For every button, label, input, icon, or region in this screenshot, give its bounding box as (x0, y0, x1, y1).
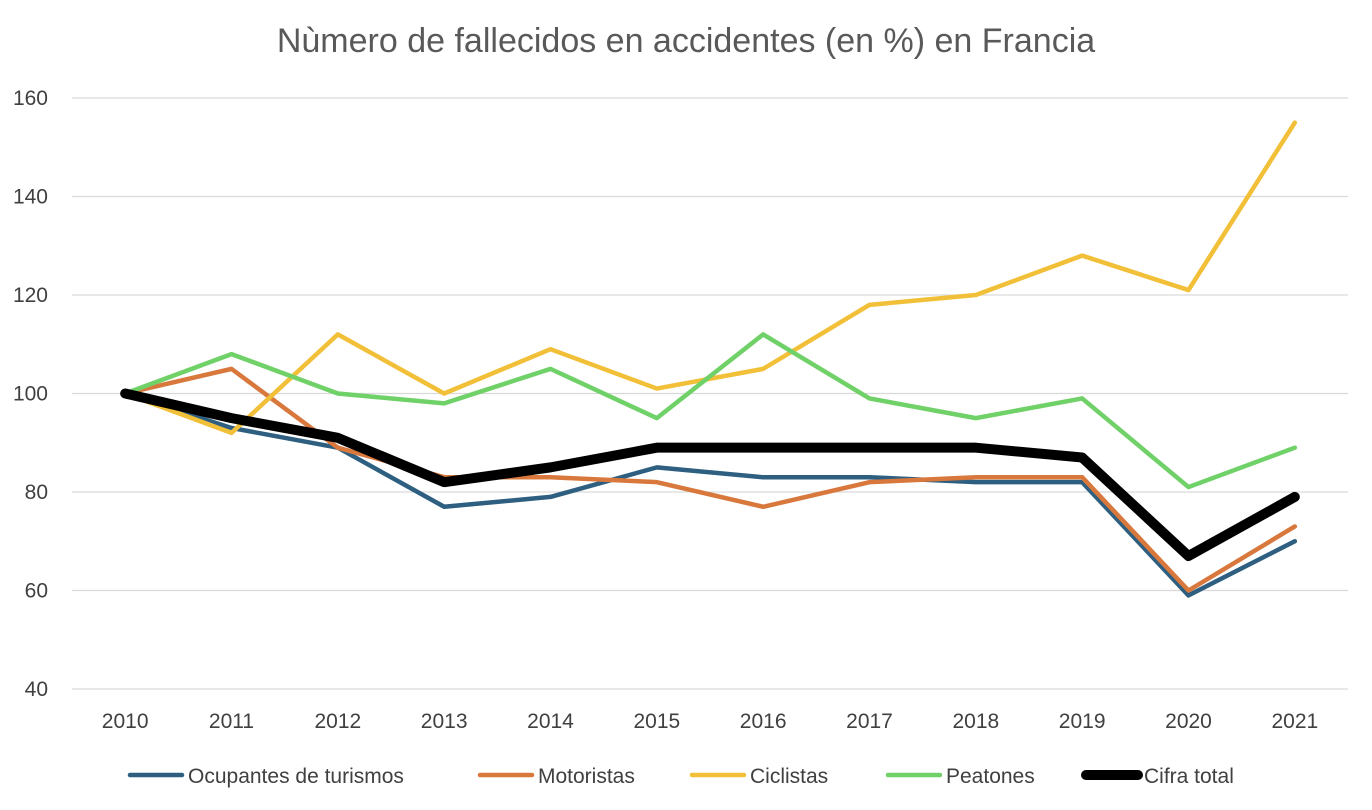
y-tick-label: 140 (13, 186, 48, 209)
x-tick-label: 2010 (102, 710, 149, 733)
y-tick-label: 60 (25, 580, 48, 603)
x-tick-label: 2021 (1271, 710, 1318, 733)
gridlines (72, 97, 1348, 690)
y-tick-label: 40 (25, 678, 48, 701)
x-tick-label: 2018 (952, 710, 999, 733)
legend-item: Peatones (885, 765, 1035, 788)
x-tick-label: 2011 (209, 710, 254, 733)
series-line-cifra-total (120, 388, 1300, 562)
x-tick-label: 2013 (421, 710, 468, 733)
series-lines (120, 120, 1300, 598)
x-tick-label: 2015 (633, 710, 680, 733)
x-tick-label: 2016 (740, 710, 787, 733)
x-tick-label: 2020 (1165, 710, 1212, 733)
legend: Ocupantes de turismos Motoristas Ciclistas… (127, 765, 1234, 788)
legend-item: Ciclistas (689, 765, 828, 788)
y-tick-label: 120 (13, 284, 48, 307)
x-tick-label: 2012 (314, 710, 361, 733)
x-tick-label: 2019 (1059, 710, 1106, 733)
series-line-peatones (122, 332, 1298, 490)
legend-item: Motoristas (477, 765, 635, 788)
series-line-motoristas (122, 366, 1298, 593)
legend-item: Cifra total (1081, 765, 1234, 788)
legend-label: Peatones (946, 765, 1035, 788)
x-tick-label: 2017 (846, 710, 893, 733)
y-tick-label: 100 (13, 383, 48, 406)
legend-label: Motoristas (538, 765, 635, 788)
series-line-ciclistas (122, 120, 1298, 436)
x-tick-label: 2014 (527, 710, 574, 733)
x-axis-tick-labels: 2010 2011 2012 2013 2014 2015 2016 2017 2018 2019… (102, 710, 1318, 733)
legend-label: Cifra total (1144, 765, 1234, 788)
y-tick-label: 160 (13, 87, 48, 110)
y-axis-tick-labels: 40 60 80 100 120 140 160 (13, 87, 48, 701)
chart-title: Nùmero de fallecidos en accidentes (en %… (277, 22, 1095, 60)
y-tick-label: 80 (25, 481, 48, 504)
legend-item: Ocupantes de turismos (127, 765, 404, 788)
legend-label: Ocupantes de turismos (188, 765, 404, 788)
legend-label: Ciclistas (750, 765, 828, 788)
series-line-ocupantes-de-turismos (122, 391, 1298, 598)
